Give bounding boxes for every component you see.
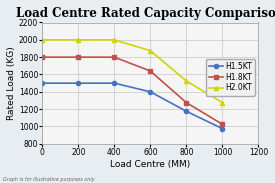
H2.0KT xyxy=(41,39,44,41)
Legend: H1.5KT, H1.8KT, H2.0KT: H1.5KT, H1.8KT, H2.0KT xyxy=(206,59,255,96)
Line: H1.5KT: H1.5KT xyxy=(40,81,224,131)
Title: Load Centre Rated Capacity Comparison: Load Centre Rated Capacity Comparison xyxy=(16,7,275,20)
H1.5KT xyxy=(77,82,80,84)
H1.5KT xyxy=(149,91,152,93)
H1.8KT xyxy=(149,70,152,72)
H2.0KT xyxy=(149,50,152,52)
X-axis label: Load Centre (MM): Load Centre (MM) xyxy=(110,160,191,169)
H1.8KT xyxy=(221,123,224,125)
H2.0KT xyxy=(113,39,116,41)
H2.0KT xyxy=(77,39,80,41)
H1.8KT xyxy=(41,56,44,58)
H1.8KT xyxy=(185,102,188,104)
Line: H2.0KT: H2.0KT xyxy=(40,38,224,105)
H2.0KT xyxy=(185,80,188,82)
Y-axis label: Rated Load (KG): Rated Load (KG) xyxy=(7,46,16,120)
Line: H1.8KT: H1.8KT xyxy=(40,55,224,126)
H1.5KT xyxy=(185,110,188,112)
H1.8KT xyxy=(77,56,80,58)
H1.5KT xyxy=(221,128,224,130)
H1.5KT xyxy=(41,82,44,84)
Text: Graph is for illustrative purposes only: Graph is for illustrative purposes only xyxy=(3,177,94,182)
H1.5KT xyxy=(113,82,116,84)
H2.0KT xyxy=(221,102,224,104)
H1.8KT xyxy=(113,56,116,58)
